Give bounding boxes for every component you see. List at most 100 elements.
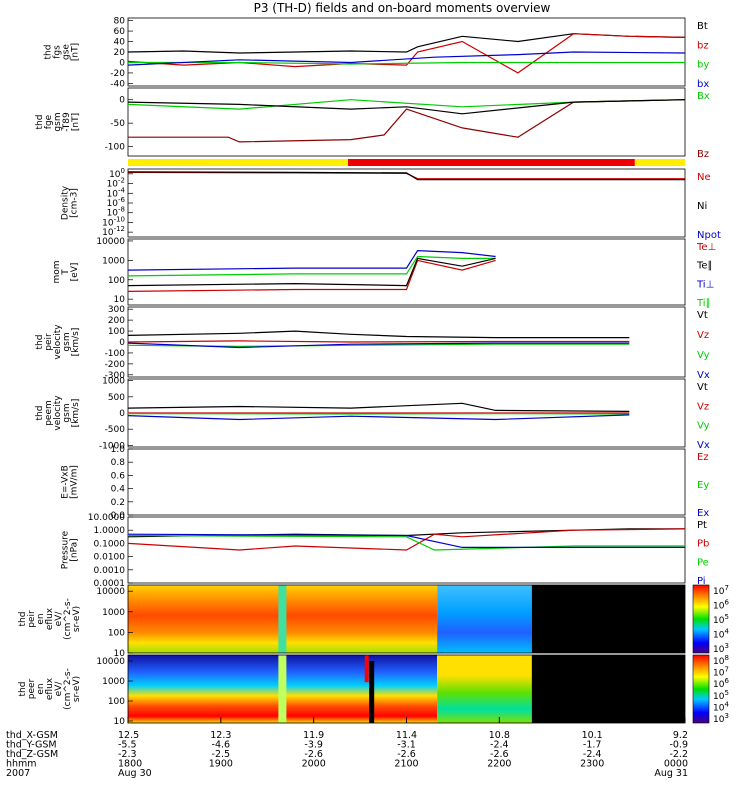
y-tick-label: 0 bbox=[119, 338, 125, 348]
x-row-value: 10.8 bbox=[489, 730, 510, 741]
legend-Vx: Vx bbox=[697, 440, 710, 451]
x-row-value: 2200 bbox=[487, 759, 511, 770]
y-axis-label: thdfgsgse[nT] bbox=[44, 43, 81, 61]
x-row-value: -2.6 bbox=[304, 749, 323, 760]
y-axis-label: thdpeemvelocitygsm[km/s] bbox=[35, 395, 81, 431]
spectrogram-gap bbox=[369, 661, 375, 723]
legend-Vy: Vy bbox=[697, 421, 710, 432]
y-tick-label: 1000 bbox=[102, 608, 125, 618]
legend-Ti: Ti⊥ bbox=[696, 279, 714, 290]
mode-bar-segment-2 bbox=[634, 159, 685, 166]
x-row-value: -4.6 bbox=[212, 740, 231, 751]
series-Pb-line bbox=[127, 528, 686, 551]
colorbar-label: 106 bbox=[713, 599, 729, 612]
colorbar-label: 108 bbox=[713, 654, 729, 667]
series-Pi-line bbox=[127, 533, 685, 549]
y-tick-label: 1000 bbox=[102, 677, 125, 687]
x-row-value: -2.5 bbox=[212, 749, 231, 760]
y-tick-label: 1000 bbox=[102, 377, 125, 387]
y-tick-label: 20 bbox=[114, 48, 126, 58]
chart-title: P3 (TH-D) fields and on-board moments ov… bbox=[254, 1, 551, 15]
legend-bz: bz bbox=[697, 40, 709, 51]
spectrogram-stripe bbox=[278, 585, 287, 653]
legend-Pe: Pe bbox=[697, 557, 709, 568]
legend-Vz: Vz bbox=[697, 401, 709, 412]
series-Bz-line bbox=[128, 99, 686, 143]
panel-temperature: 10000 1000 100 10 momT[eV] Te⊥ Te∥ Ti⊥ Ti∥ bbox=[52, 237, 716, 309]
x-row-value: 2100 bbox=[394, 759, 418, 770]
y-tick-label: 10 bbox=[114, 717, 126, 727]
y-tick-label: 10000 bbox=[96, 587, 125, 597]
y-tick-label: 10-4 bbox=[107, 186, 126, 199]
y-tick-label: 10-8 bbox=[107, 206, 125, 219]
y-tick-label: 10-10 bbox=[102, 215, 125, 228]
y-tick-label: 10000 bbox=[96, 657, 125, 667]
colorbar-label: 104 bbox=[713, 700, 729, 713]
y-tick-label: 100 bbox=[108, 327, 125, 337]
series-Vx-line bbox=[127, 414, 630, 421]
legend-Bt: Bt bbox=[697, 21, 708, 32]
y-tick-label: 0.0010 bbox=[94, 566, 126, 576]
y-tick-label: 0 bbox=[119, 409, 125, 419]
y-tick-label: -100 bbox=[105, 143, 126, 153]
y-tick-label: -200 bbox=[105, 360, 126, 370]
legend-Vz: Vz bbox=[697, 330, 709, 341]
spectrogram-nodata bbox=[531, 655, 685, 723]
panel-peem_velocity: 1000 500 0 -500 -1000 thdpeemvelocitygsm[km/s… bbox=[35, 377, 710, 452]
spectrogram-nodata bbox=[531, 585, 685, 653]
panel-frame bbox=[127, 87, 686, 157]
legend-Te: Te⊥ bbox=[696, 242, 716, 253]
series-Vz-line bbox=[127, 340, 630, 343]
x-row-value: 2000 bbox=[302, 759, 326, 770]
series-Te-line bbox=[127, 257, 496, 287]
y-tick-label: 1000 bbox=[102, 256, 125, 266]
legend-Ni: Ni bbox=[697, 201, 707, 212]
colorbar-label: 104 bbox=[713, 628, 729, 641]
legend-Ti: Ti∥ bbox=[696, 298, 711, 309]
legend-Pt: Pt bbox=[697, 520, 707, 531]
panel-frame bbox=[127, 584, 686, 654]
x-row-value: -2.3 bbox=[118, 749, 137, 760]
y-tick-label: 100 bbox=[108, 697, 125, 707]
series-Bt-line bbox=[127, 99, 686, 115]
y-axis-label: thdpeirenefluxeV/(cm^2-s-sr-eV) bbox=[18, 598, 82, 640]
y-tick-label: 300 bbox=[108, 305, 125, 315]
y-axis-label: thdpeirvelocitygsm[km/s] bbox=[35, 324, 81, 360]
panel-frame bbox=[127, 238, 686, 306]
y-tick-label: 200 bbox=[108, 316, 125, 326]
legend-Bx: Bx bbox=[697, 91, 710, 102]
colorbar-label: 105 bbox=[713, 689, 729, 702]
series-bz-line bbox=[127, 33, 686, 74]
colorbar-label: 107 bbox=[713, 666, 729, 679]
y-tick-label: -500 bbox=[105, 425, 126, 435]
series-by-line bbox=[128, 61, 685, 65]
y-tick-label: 0.6 bbox=[111, 471, 126, 481]
colorbar-label: 106 bbox=[713, 677, 729, 690]
y-tick-label: 10 bbox=[114, 295, 126, 305]
panel-fge: 0 -50 -100 thdfgegsm-T89[nT] Bx Bz bbox=[35, 87, 710, 160]
legend-Vt: Vt bbox=[697, 382, 708, 393]
colorbar-label: 103 bbox=[713, 642, 729, 655]
x-row-label: thd_Y-GSM bbox=[6, 740, 57, 751]
x-row-label: hhmm bbox=[6, 759, 37, 770]
x-axis-table: thd_X-GSM 12.5 12.3 11.9 11.4 10.8 10.1 9.2 thd_… bbox=[6, 717, 688, 779]
series-Pt-line bbox=[127, 528, 685, 538]
series-Vt-line bbox=[127, 402, 630, 412]
y-tick-label: 10-6 bbox=[107, 196, 126, 209]
y-tick-label: 10.0000 bbox=[88, 513, 125, 523]
x-row-value: -2.4 bbox=[583, 749, 602, 760]
x-row-value: 9.2 bbox=[673, 730, 688, 741]
legend-Pb: Pb bbox=[697, 539, 709, 550]
y-tick-label: 0.1000 bbox=[94, 539, 126, 549]
legend-Ex: Ex bbox=[697, 508, 709, 519]
legend-Vx: Vx bbox=[697, 370, 710, 381]
series-Ti-line bbox=[127, 249, 496, 271]
x-row-label: 2007 bbox=[6, 768, 30, 779]
x-row-value: -2.6 bbox=[397, 749, 416, 760]
x-row-value: Aug 31 bbox=[654, 768, 688, 779]
y-tick-label: 500 bbox=[108, 393, 125, 403]
